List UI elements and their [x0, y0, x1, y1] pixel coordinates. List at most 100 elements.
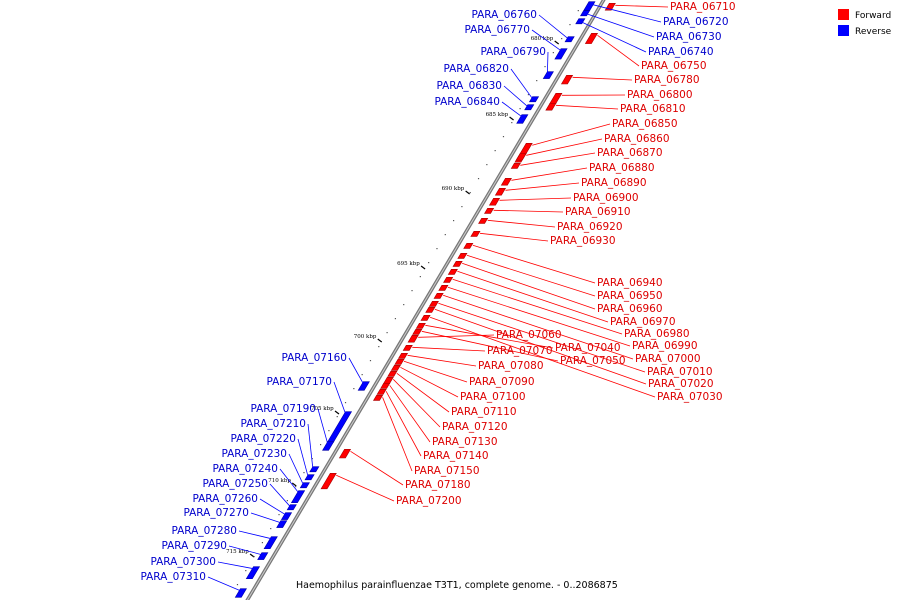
- tick-label: 710 kbp: [268, 478, 291, 484]
- gene-label-reverse: PARA_06730: [656, 31, 722, 43]
- minor-tick: [544, 66, 546, 68]
- gene-label-forward: PARA_07010: [647, 366, 713, 378]
- genome-axis-highlight: [246, 0, 605, 600]
- minor-tick: [477, 178, 480, 180]
- gene-label-forward: PARA_07180: [405, 479, 471, 491]
- gene-label-forward: PARA_06750: [641, 60, 707, 72]
- gene-label-reverse: PARA_07290: [161, 540, 227, 552]
- gene-label-reverse: PARA_07270: [183, 507, 249, 519]
- leader-line: [443, 294, 634, 360]
- minor-tick: [253, 556, 255, 558]
- leader-line: [407, 354, 477, 367]
- genome-caption: Haemophilus parainfluenzae T3T1, complet…: [296, 580, 618, 591]
- tick-mark: [465, 190, 470, 195]
- para_07180-gene: [338, 448, 352, 459]
- gene-label-forward: PARA_07090: [469, 376, 535, 388]
- gene-label-forward: PARA_06870: [597, 147, 663, 159]
- gene-label-forward: PARA_06930: [550, 235, 616, 247]
- minor-tick: [511, 122, 513, 124]
- para_07270-gene: [276, 520, 288, 528]
- para_06980-gene: [443, 276, 454, 283]
- minor-tick: [428, 262, 430, 264]
- tick-mark: [249, 553, 255, 558]
- para_07060-gene: [407, 334, 419, 343]
- para_07310-gene: [234, 588, 247, 598]
- para_07140-gene: [376, 388, 387, 395]
- leader-line: [400, 366, 459, 398]
- minor-tick: [378, 346, 380, 348]
- minor-tick: [419, 276, 421, 278]
- minor-tick: [386, 332, 388, 334]
- para_06830-gene: [524, 104, 535, 111]
- para_06950-gene: [457, 253, 468, 259]
- para_07220-gene: [304, 474, 315, 481]
- gene-label-forward: PARA_06900: [573, 192, 639, 204]
- para_07240-gene: [290, 490, 306, 504]
- minor-tick: [411, 290, 413, 292]
- gene-label-reverse: PARA_07260: [192, 493, 258, 505]
- para_06750-gene: [584, 32, 599, 44]
- gene-label-forward: PARA_06950: [597, 290, 663, 302]
- para_07230-gene: [299, 482, 310, 489]
- minor-tick: [336, 416, 338, 418]
- para_07110-gene: [387, 370, 398, 377]
- leader-line: [462, 262, 596, 310]
- legend: Forward Reverse: [838, 9, 892, 37]
- leader-line: [333, 381, 346, 414]
- tick-label: 715 kbp: [226, 549, 249, 555]
- gene-label-reverse: PARA_06820: [443, 63, 509, 75]
- leader-line: [487, 219, 556, 228]
- leader-line: [532, 123, 611, 146]
- para_07280-gene: [263, 536, 278, 550]
- para_07000-gene: [433, 292, 444, 299]
- leader-line: [207, 576, 241, 592]
- gene-label-forward: PARA_07070: [487, 345, 553, 357]
- tick-mark: [291, 482, 297, 487]
- minor-tick: [403, 304, 405, 306]
- gene-label-reverse: PARA_07170: [266, 376, 332, 388]
- leader-line: [269, 483, 291, 507]
- leader-line: [238, 530, 272, 540]
- tick-mark: [554, 40, 560, 45]
- leader-line: [348, 357, 364, 384]
- leader-line: [615, 4, 669, 8]
- leader-line: [572, 76, 633, 81]
- para_07160-gene: [357, 381, 370, 391]
- gene-label-forward: PARA_07020: [648, 378, 714, 390]
- para_06800-gene: [549, 93, 563, 104]
- minor-tick: [295, 486, 297, 488]
- gene-label-reverse: PARA_06720: [663, 16, 729, 28]
- leader-line: [228, 545, 262, 556]
- gene-label-forward: PARA_07110: [451, 406, 517, 418]
- para_07100-gene: [390, 364, 401, 371]
- leader-line: [555, 104, 619, 110]
- leader-line: [499, 197, 572, 201]
- para_06890-gene: [494, 188, 507, 196]
- minor-tick: [328, 430, 330, 432]
- para_06880-gene: [500, 178, 512, 186]
- para_06860-gene: [515, 153, 527, 161]
- para_06840-gene: [516, 114, 529, 124]
- leader-line: [546, 51, 549, 74]
- legend-reverse-swatch: [838, 25, 849, 36]
- minor-tick: [278, 514, 280, 516]
- gene-labels: PARA_06710 PARA_06750 PARA_06780 PARA_06800…: [140, 1, 736, 592]
- gene-label-forward: PARA_06810: [620, 103, 686, 115]
- minor-tick: [303, 472, 305, 474]
- para_07190-gene: [322, 441, 335, 451]
- para_07290-gene: [257, 552, 269, 560]
- leader-line: [217, 561, 254, 570]
- minor-tick: [320, 444, 322, 446]
- para_07070-gene: [402, 344, 413, 351]
- leader-line: [466, 254, 596, 297]
- leader-line: [392, 379, 441, 428]
- gene-label-forward: PARA_06990: [632, 340, 698, 352]
- minor-tick: [369, 360, 372, 362]
- tick-label: 700 kbp: [354, 334, 377, 340]
- gene-label-reverse: PARA_06790: [480, 46, 546, 58]
- gene-label-forward: PARA_07030: [657, 391, 723, 403]
- leader-line: [520, 152, 596, 166]
- leader-line: [307, 423, 314, 469]
- para_07010-gene: [428, 300, 439, 307]
- leader-line: [418, 334, 495, 338]
